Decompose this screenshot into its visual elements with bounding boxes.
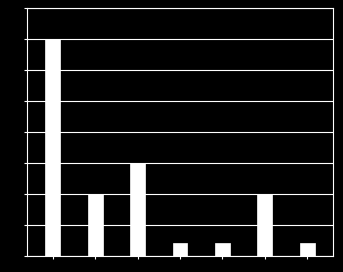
Bar: [215, 243, 230, 256]
Bar: [300, 243, 315, 256]
Bar: [258, 194, 272, 256]
Bar: [88, 194, 103, 256]
Bar: [130, 163, 145, 256]
Bar: [173, 243, 188, 256]
Bar: [46, 39, 60, 256]
